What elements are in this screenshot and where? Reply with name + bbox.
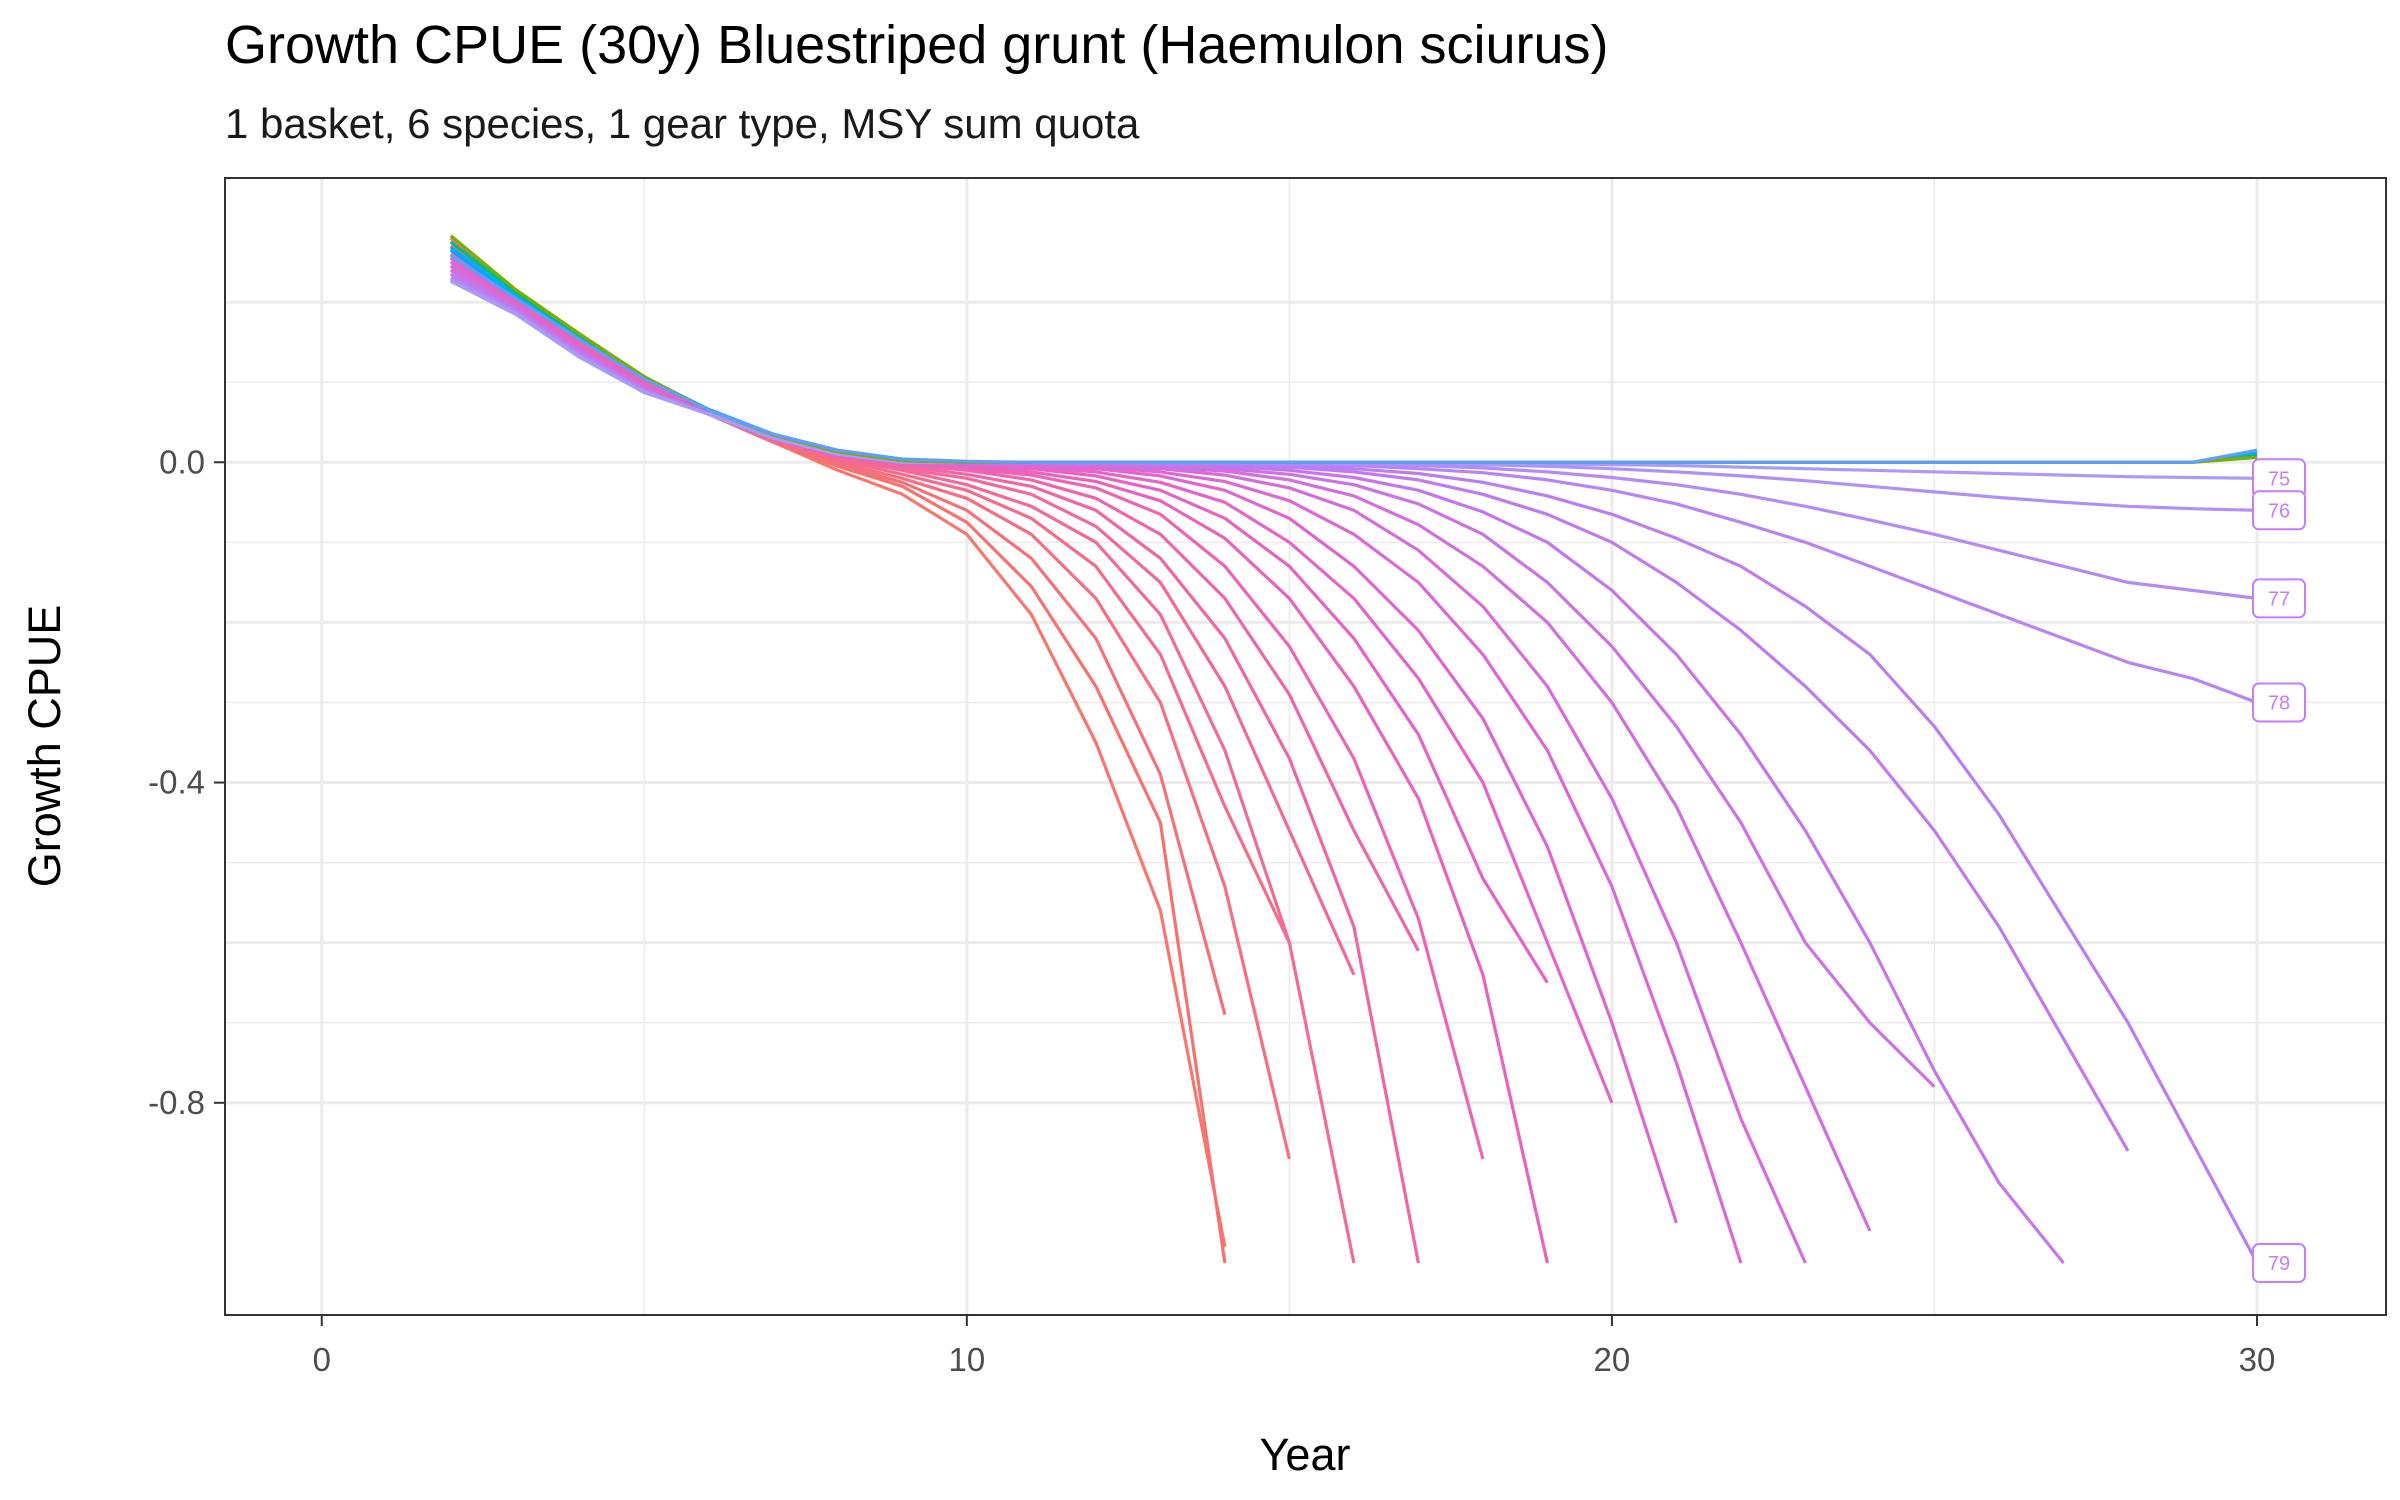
series-layer bbox=[449, 234, 2259, 1265]
chart-title: Growth CPUE (30y) Bluestriped grunt (Hae… bbox=[225, 15, 1609, 75]
y-axis: 0.0 -0.4 -0.8 bbox=[148, 443, 225, 1121]
y-tick-label: -0.8 bbox=[148, 1084, 205, 1121]
plot-border bbox=[224, 177, 2387, 1316]
x-tick-label: 20 bbox=[1594, 1341, 1631, 1378]
end-label-box bbox=[2251, 578, 2306, 619]
end-label: 75 bbox=[2268, 468, 2290, 490]
x-tick-label: 30 bbox=[2239, 1341, 2276, 1378]
end-label-layer: 75 76 77 78 79 bbox=[2251, 458, 2306, 1283]
x-axis-title: Year bbox=[1260, 1429, 1351, 1480]
x-tick-label: 0 bbox=[313, 1341, 331, 1378]
plot-panel bbox=[225, 178, 2386, 1315]
end-label: 76 bbox=[2268, 500, 2290, 522]
end-label: 78 bbox=[2268, 692, 2290, 714]
series-line bbox=[449, 254, 2258, 464]
end-label: 77 bbox=[2268, 588, 2290, 610]
y-axis-title: Growth CPUE bbox=[19, 605, 70, 888]
end-label-box bbox=[2251, 682, 2306, 723]
end-label-box bbox=[2251, 490, 2306, 531]
y-tick-label: -0.4 bbox=[148, 764, 205, 801]
end-label-box bbox=[2251, 1242, 2306, 1283]
x-tick-label: 10 bbox=[948, 1341, 985, 1378]
y-tick-label: 0.0 bbox=[159, 443, 205, 480]
end-label: 79 bbox=[2268, 1253, 2290, 1275]
chart-subtitle: 1 basket, 6 species, 1 gear type, MSY su… bbox=[225, 100, 1140, 147]
x-axis: 0 10 20 30 bbox=[313, 1315, 2276, 1378]
